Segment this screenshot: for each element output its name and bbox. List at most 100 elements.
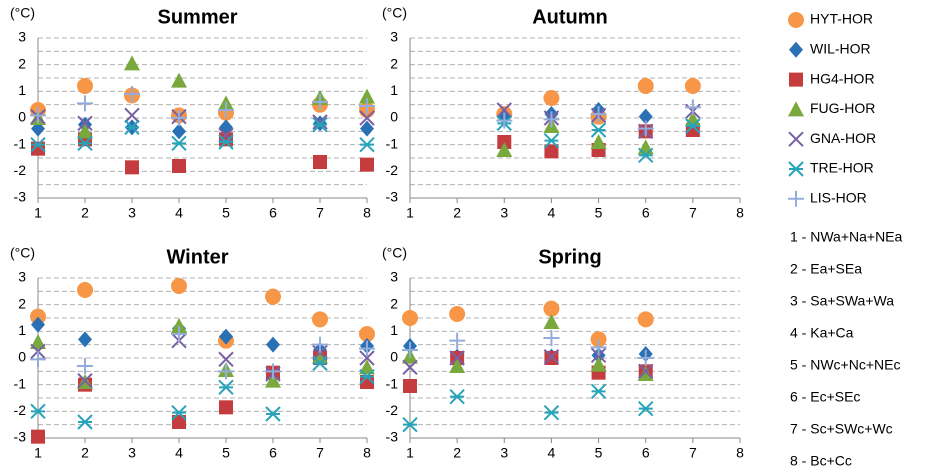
marker-asterisk bbox=[171, 404, 187, 421]
marker-square bbox=[219, 400, 233, 415]
x-tick-label: 4 bbox=[548, 445, 556, 461]
marker-x bbox=[788, 131, 804, 147]
y-tick-label: 3 bbox=[18, 269, 26, 285]
marker-plus bbox=[637, 350, 654, 366]
x-tick-label: 1 bbox=[34, 445, 42, 461]
x-tick-label: 2 bbox=[453, 445, 461, 461]
x-tick-label: 5 bbox=[222, 205, 230, 221]
marker-triangle bbox=[449, 358, 466, 373]
marker-plus bbox=[496, 112, 513, 129]
y-tick-label: -3 bbox=[386, 429, 399, 445]
legend-label: TRE-HOR bbox=[810, 160, 874, 176]
category-key: 8 - Bc+Cc bbox=[790, 453, 852, 469]
marker-asterisk bbox=[30, 136, 46, 153]
category-key: 6 - Ec+SEc bbox=[790, 389, 860, 405]
y-tick-label: 3 bbox=[390, 29, 398, 45]
panel-title: Winter bbox=[166, 246, 228, 268]
marker-plus bbox=[218, 102, 234, 118]
y-tick-label: -2 bbox=[386, 162, 399, 178]
x-tick-label: 5 bbox=[595, 205, 603, 221]
x-tick-label: 6 bbox=[269, 445, 277, 461]
category-key: 5 - NWc+Nc+NEc bbox=[790, 357, 900, 373]
category-key: 4 - Ka+Ca bbox=[790, 325, 854, 341]
y-tick-label: 2 bbox=[18, 295, 26, 311]
marker-asterisk bbox=[171, 135, 187, 152]
marker-triangle bbox=[30, 334, 46, 349]
marker-x bbox=[124, 107, 140, 124]
marker-plus bbox=[637, 120, 654, 137]
y-tick-label: 1 bbox=[18, 82, 26, 98]
marker-triangle bbox=[496, 142, 513, 157]
y-tick-label: -2 bbox=[14, 402, 27, 418]
marker-asterisk bbox=[218, 134, 234, 150]
y-tick-label: -1 bbox=[386, 375, 399, 391]
marker-circle bbox=[312, 311, 328, 328]
marker-diamond bbox=[219, 328, 233, 345]
y-tick-label: 2 bbox=[390, 295, 398, 311]
x-tick-label: 6 bbox=[642, 445, 650, 461]
marker-x bbox=[312, 114, 328, 130]
panel: -3 -2 -1 0 1 2 3 1 2 3 4 5 6 7 8 Autumn (°C) bbox=[382, 5, 744, 221]
x-tick-label: 3 bbox=[500, 445, 508, 461]
y-tick-label: 1 bbox=[390, 82, 398, 98]
y-tick-label: -1 bbox=[14, 375, 27, 391]
marker-plus bbox=[171, 110, 187, 126]
y-tick-label: 0 bbox=[390, 109, 398, 125]
y-tick-label: 0 bbox=[390, 349, 398, 365]
marker-square bbox=[403, 379, 417, 393]
y-tick-label: 1 bbox=[18, 322, 26, 338]
marker-x bbox=[496, 102, 512, 118]
marker-x bbox=[77, 372, 93, 389]
x-tick-label: 4 bbox=[548, 205, 556, 221]
marker-circle bbox=[543, 90, 560, 106]
marker-x bbox=[218, 127, 234, 144]
marker-triangle bbox=[77, 123, 93, 139]
marker-triangle bbox=[637, 139, 654, 155]
x-tick-label: 7 bbox=[689, 205, 697, 221]
marker-square bbox=[789, 72, 803, 87]
marker-x bbox=[218, 351, 234, 368]
x-tick-label: 1 bbox=[34, 205, 42, 221]
marker-diamond bbox=[360, 120, 374, 137]
marker-asterisk bbox=[218, 379, 234, 396]
marker-asterisk bbox=[449, 388, 465, 405]
category-key: 2 - Ea+SEa bbox=[790, 261, 862, 277]
y-unit: (°C) bbox=[10, 5, 35, 21]
marker-plus bbox=[359, 340, 375, 357]
marker-asterisk bbox=[124, 119, 140, 136]
x-tick-label: 7 bbox=[316, 205, 324, 221]
panel-title: Autumn bbox=[532, 6, 608, 28]
x-tick-label: 7 bbox=[316, 445, 324, 461]
marker-x bbox=[359, 110, 375, 126]
y-tick-label: 2 bbox=[390, 55, 398, 71]
x-tick-label: 2 bbox=[81, 445, 89, 461]
panel-title: Spring bbox=[538, 246, 601, 268]
marker-triangle bbox=[265, 372, 281, 388]
marker-square bbox=[125, 160, 139, 175]
x-tick-label: 6 bbox=[269, 205, 277, 221]
marker-square bbox=[172, 159, 186, 173]
marker-triangle bbox=[171, 318, 187, 333]
x-tick-label: 8 bbox=[363, 445, 371, 461]
marker-circle bbox=[265, 288, 281, 305]
marker-square bbox=[360, 157, 374, 172]
marker-x bbox=[449, 350, 465, 366]
marker-asterisk bbox=[359, 368, 375, 385]
marker-plus bbox=[402, 342, 418, 358]
marker-square bbox=[172, 415, 186, 429]
marker-asterisk bbox=[77, 414, 93, 430]
y-tick-label: -3 bbox=[14, 189, 27, 205]
marker-circle bbox=[359, 326, 375, 342]
y-tick-label: -2 bbox=[14, 162, 27, 178]
legend-label: HYT-HOR bbox=[810, 11, 873, 27]
y-tick-label: -2 bbox=[386, 402, 399, 418]
y-tick-label: -3 bbox=[14, 429, 27, 445]
marker-circle bbox=[637, 78, 654, 94]
marker-diamond bbox=[31, 316, 45, 333]
marker-triangle bbox=[637, 366, 654, 381]
x-tick-label: 2 bbox=[81, 205, 89, 221]
marker-plus bbox=[218, 363, 234, 380]
marker-triangle bbox=[543, 314, 560, 329]
marker-x bbox=[77, 115, 93, 132]
y-tick-label: 3 bbox=[390, 269, 398, 285]
